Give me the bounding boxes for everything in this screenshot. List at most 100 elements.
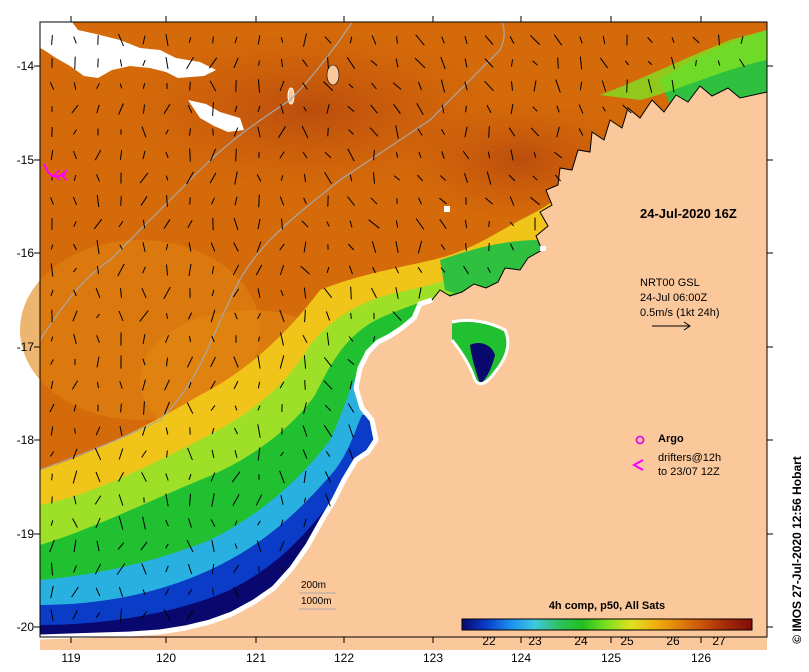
- current-vector: [232, 288, 240, 298]
- current-vector: [392, 82, 402, 90]
- current-vector: [440, 128, 446, 136]
- current-vector: [166, 195, 168, 207]
- current-vector: [49, 451, 55, 457]
- current-vector: [347, 196, 355, 206]
- current-vector: [371, 287, 377, 299]
- current-vector: [302, 425, 308, 437]
- current-vector: [96, 82, 100, 90]
- current-vector: [578, 128, 584, 136]
- current-vector: [189, 493, 191, 507]
- current-vector: [257, 424, 261, 438]
- current-vector: [210, 356, 216, 368]
- current-vector: [348, 83, 354, 89]
- current-vector: [555, 79, 561, 93]
- current-vector: [325, 451, 331, 457]
- current-vector: [188, 381, 192, 389]
- current-vector: [510, 103, 514, 115]
- current-vector: [347, 243, 355, 251]
- cloud-mask: [188, 100, 244, 132]
- current-vector: [441, 151, 445, 159]
- current-vector: [142, 35, 146, 45]
- drifter-symbol: [631, 459, 644, 471]
- current-vector: [465, 105, 467, 113]
- current-vector: [393, 175, 401, 181]
- current-vector: [142, 83, 146, 89]
- current-vector: [717, 60, 721, 66]
- current-vector: [118, 103, 124, 115]
- current-vector: [164, 401, 170, 415]
- current-vector: [280, 451, 284, 457]
- current-vector: [233, 57, 239, 69]
- current-vector: [120, 403, 122, 413]
- current-vector: [186, 402, 194, 414]
- current-vector: [280, 37, 284, 43]
- current-vector: [71, 586, 79, 598]
- current-vector: [143, 104, 145, 114]
- current-vector: [257, 126, 261, 138]
- current-vector: [166, 357, 168, 367]
- current-vector: [417, 128, 423, 136]
- current-vector: [97, 381, 99, 389]
- current-vector: [50, 380, 54, 390]
- current-vector: [73, 495, 77, 505]
- current-vector: [257, 79, 261, 93]
- current-vector: [72, 610, 78, 620]
- drifter-legend-line1: drifters@12h: [658, 452, 722, 464]
- current-vector: [257, 35, 261, 45]
- current-vector: [142, 358, 146, 366]
- current-vector: [462, 150, 470, 160]
- current-vector: [186, 171, 194, 185]
- current-vector: [165, 175, 169, 181]
- current-vector: [165, 129, 169, 135]
- current-vector: [530, 127, 540, 137]
- current-vector: [371, 35, 377, 45]
- current-vector: [118, 494, 124, 506]
- current-vector: [119, 426, 123, 436]
- current-vector: [73, 565, 77, 573]
- current-vector: [234, 105, 238, 113]
- current-vector: [349, 36, 353, 44]
- current-vector: [118, 310, 124, 322]
- current-vector: [416, 103, 424, 115]
- current-vector: [347, 403, 355, 413]
- current-vector: [163, 609, 171, 621]
- current-vector: [234, 405, 238, 411]
- current-vector: [510, 243, 514, 251]
- current-vector: [257, 381, 261, 389]
- current-vector: [186, 609, 194, 621]
- current-vector: [373, 172, 375, 184]
- current-vector: [95, 517, 101, 529]
- current-vector: [211, 540, 215, 552]
- current-vector: [94, 495, 102, 505]
- current-vector: [209, 80, 217, 92]
- current-vector: [96, 335, 100, 343]
- current-vector: [350, 286, 352, 300]
- current-vector: [142, 241, 146, 253]
- current-vector: [233, 427, 239, 435]
- current-vector: [165, 427, 169, 435]
- colorbar-tick: 25: [620, 634, 634, 648]
- current-vector: [303, 497, 307, 503]
- current-vector: [529, 35, 541, 45]
- current-vector: [73, 36, 77, 44]
- current-vector: [647, 60, 653, 66]
- current-vector: [280, 332, 284, 346]
- current-vector: [326, 104, 330, 114]
- current-vector: [73, 404, 77, 412]
- current-vector: [465, 243, 467, 251]
- current-vector: [371, 241, 377, 253]
- current-vector: [671, 79, 675, 93]
- current-vector: [393, 104, 401, 114]
- current-vector: [325, 311, 331, 321]
- lat-label: -14: [16, 59, 34, 73]
- current-vector: [279, 196, 285, 206]
- current-vector: [718, 34, 720, 46]
- current-vector: [212, 102, 214, 116]
- current-vector: [165, 151, 169, 159]
- current-vector: [325, 493, 331, 507]
- current-vector: [324, 471, 332, 483]
- current-vector: [143, 401, 145, 415]
- current-vector: [396, 36, 398, 44]
- current-vector: [280, 104, 284, 114]
- current-vector: [73, 150, 77, 160]
